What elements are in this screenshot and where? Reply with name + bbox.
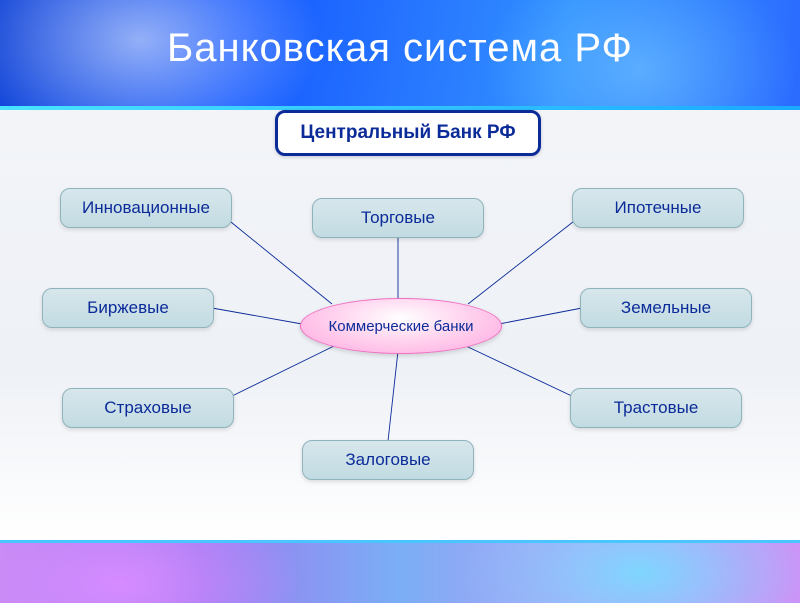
page-title: Банковская система РФ xyxy=(0,26,800,71)
node-label: Инновационные xyxy=(82,198,210,218)
node-label: Трастовые xyxy=(614,398,699,418)
node-insure: Страховые xyxy=(62,388,234,428)
node-mort: Ипотечные xyxy=(572,188,744,228)
node-label: Торговые xyxy=(361,208,435,228)
node-land: Земельные xyxy=(580,288,752,328)
node-stock: Биржевые xyxy=(42,288,214,328)
hub-commercial-banks: Коммерческие банки xyxy=(300,298,502,354)
hub-label: Коммерческие банки xyxy=(329,318,474,335)
node-trade: Торговые xyxy=(312,198,484,238)
node-label: Залоговые xyxy=(345,450,430,470)
node-label: Биржевые xyxy=(87,298,169,318)
node-pledge: Залоговые xyxy=(302,440,474,480)
node-label: Ипотечные xyxy=(615,198,702,218)
node-label: Страховые xyxy=(104,398,191,418)
footer-band xyxy=(0,540,800,603)
central-bank-label: Центральный Банк РФ xyxy=(300,122,515,144)
node-innov: Инновационные xyxy=(60,188,232,228)
node-trust: Трастовые xyxy=(570,388,742,428)
node-label: Земельные xyxy=(621,298,711,318)
central-bank-box: Центральный Банк РФ xyxy=(275,110,541,156)
